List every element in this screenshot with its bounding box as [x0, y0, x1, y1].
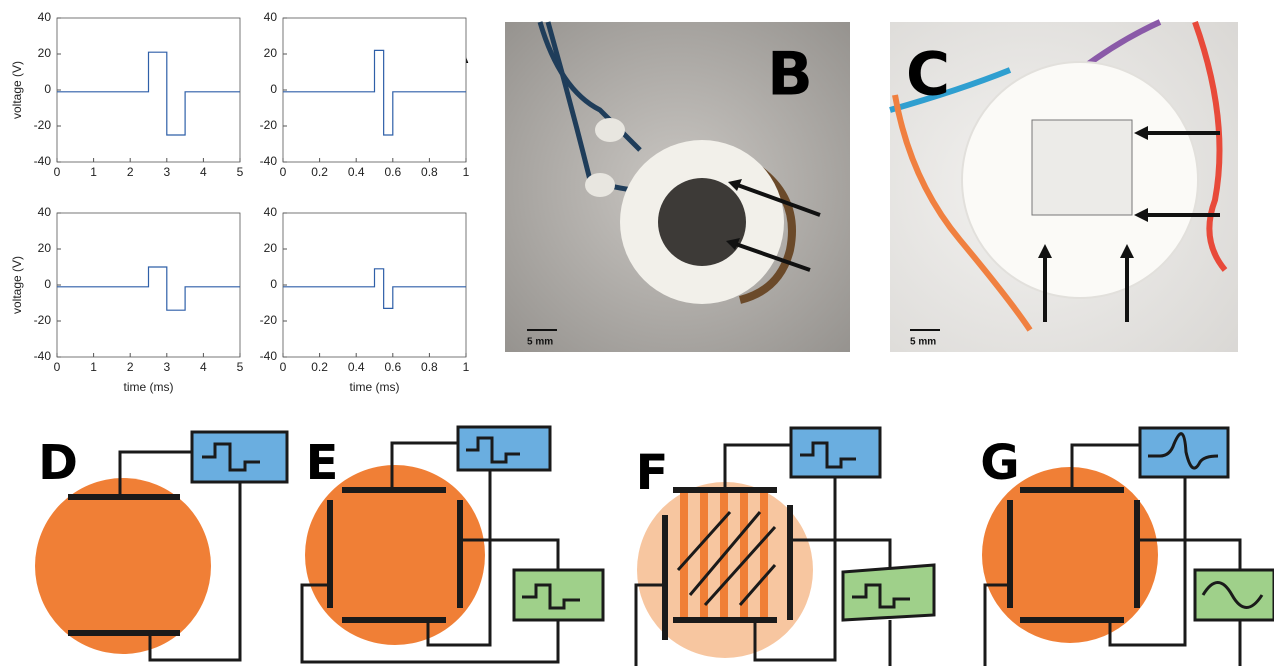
y-tick-label: -20: [260, 118, 278, 132]
x-tick-label: 2: [127, 165, 134, 179]
y-tick-label: -40: [34, 349, 52, 363]
y-tick-label: 40: [264, 10, 278, 24]
x-tick-label: 4: [200, 360, 207, 374]
x-tick-label: 1: [90, 360, 97, 374]
x-tick-label: 0.8: [421, 165, 438, 179]
data-line: [57, 266, 240, 311]
data-line: [283, 49, 466, 136]
x-tick-label: 5: [237, 360, 244, 374]
x-tick-label: 2: [127, 360, 134, 374]
x-tick-label: 0: [280, 165, 287, 179]
diagram-g: G: [980, 426, 1274, 666]
y-tick-label: -20: [34, 313, 52, 327]
x-tick-label: 0: [54, 360, 61, 374]
x-axis-label: time (ms): [124, 380, 174, 394]
x-tick-label: 0.6: [384, 360, 401, 374]
diagram-d: D: [35, 430, 289, 662]
x-tick-label: 0.2: [311, 165, 328, 179]
y-tick-label: -20: [260, 313, 278, 327]
y-tick-label: 20: [264, 241, 278, 255]
photo-c: 5 mm C: [889, 19, 1238, 352]
y-tick-label: 20: [38, 241, 52, 255]
data-line: [57, 51, 240, 136]
photo-b: 5 mm B: [505, 21, 850, 352]
scale-bar-label: 5 mm: [910, 337, 936, 348]
panel-label: D: [38, 435, 78, 491]
x-tick-label: 0.4: [348, 360, 365, 374]
x-tick-label: 0.8: [421, 360, 438, 374]
y-tick-label: 0: [270, 277, 277, 291]
panel-label: F: [636, 445, 669, 501]
x-tick-label: 1: [90, 165, 97, 179]
x-tick-label: 0.4: [348, 165, 365, 179]
y-tick-label: -20: [34, 118, 52, 132]
diagram-f: F: [634, 426, 936, 666]
y-tick-label: 0: [44, 277, 51, 291]
y-tick-label: 20: [38, 46, 52, 60]
x-tick-label: 1: [463, 165, 470, 179]
y-tick-label: 0: [44, 82, 51, 96]
data-line: [283, 268, 466, 309]
y-tick-label: 40: [38, 205, 52, 219]
y-tick-label: 0: [270, 82, 277, 96]
x-axis-label: time (ms): [350, 380, 400, 394]
panel-label: E: [306, 435, 339, 491]
x-tick-label: 0: [280, 360, 287, 374]
axes-box: [56, 212, 241, 358]
y-tick-label: -40: [260, 154, 278, 168]
y-tick-label: -40: [260, 349, 278, 363]
x-tick-label: 3: [163, 360, 170, 374]
y-tick-label: 20: [264, 46, 278, 60]
diagram-e: E: [300, 425, 605, 664]
scale-bar-label: 5 mm: [527, 337, 553, 348]
x-tick-label: 3: [163, 165, 170, 179]
y-tick-label: 40: [264, 205, 278, 219]
x-tick-label: 0.2: [311, 360, 328, 374]
y-axis-label: voltage (V): [10, 256, 24, 314]
panel-label: C: [906, 40, 950, 110]
x-tick-label: 0.6: [384, 165, 401, 179]
y-tick-label: 40: [38, 10, 52, 24]
y-axis-label: voltage (V): [10, 61, 24, 119]
x-tick-label: 4: [200, 165, 207, 179]
panel-label: G: [980, 435, 1019, 491]
x-tick-label: 0: [54, 165, 61, 179]
x-tick-label: 1: [463, 360, 470, 374]
y-tick-label: -40: [34, 154, 52, 168]
x-tick-label: 5: [237, 165, 244, 179]
panel-label: B: [767, 40, 813, 110]
